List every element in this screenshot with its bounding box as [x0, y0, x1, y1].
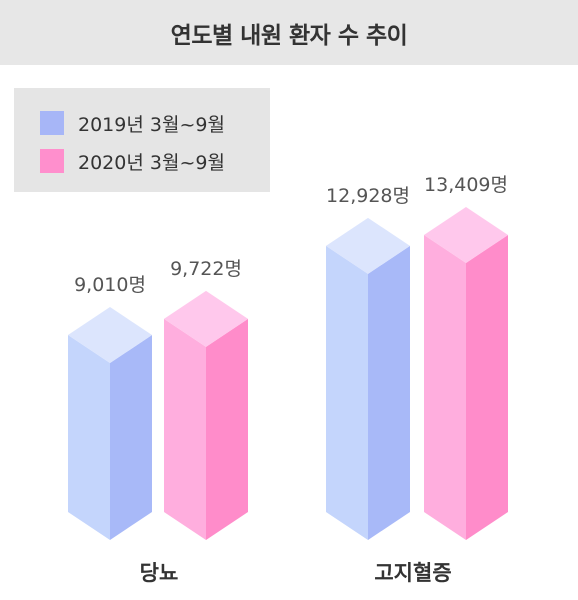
data-label: 9,010명: [74, 274, 146, 296]
bar-2020-1: [424, 206, 508, 540]
legend-item-2019: 2019년 3월~9월: [40, 108, 225, 138]
bar-side-face: [110, 335, 152, 540]
legend-label-2020: 2020년 3월~9월: [78, 151, 225, 174]
bar-side-face: [466, 234, 508, 540]
category-label: 당뇨: [140, 561, 179, 585]
bar-top-face: [326, 217, 410, 274]
legend-swatch-2019: [40, 111, 64, 135]
bar-2019-1: [326, 217, 410, 540]
bar-front-face: [68, 335, 110, 540]
bar-2019-0: [68, 307, 152, 540]
category-labels-group: 당뇨 고지혈증: [140, 561, 452, 585]
value-labels-group: 9,010명 12,928명 9,722명 13,409명: [74, 174, 508, 296]
bar-2020-0: [164, 290, 248, 540]
chart-title-band: 연도별 내원 환자 수 추이: [0, 0, 578, 65]
bar-front-face: [424, 234, 466, 540]
bar-top-face: [424, 206, 508, 263]
bars-group: [68, 206, 508, 540]
bar-side-face: [206, 318, 248, 540]
data-label: 13,409명: [424, 174, 508, 196]
legend: 2019년 3월~9월 2020년 3월~9월: [14, 88, 270, 192]
bar-side-face: [368, 245, 410, 540]
bar-front-face: [326, 245, 368, 540]
data-label: 12,928명: [326, 185, 410, 207]
bar-top-face: [164, 290, 248, 347]
bar-front-face: [164, 318, 206, 540]
chart-title: 연도별 내원 환자 수 추이: [170, 22, 408, 49]
legend-item-2020: 2020년 3월~9월: [40, 146, 225, 176]
data-label: 9,722명: [170, 258, 242, 280]
legend-label-2019: 2019년 3월~9월: [78, 113, 225, 136]
category-label: 고지혈증: [374, 561, 451, 585]
legend-swatch-2020: [40, 149, 64, 173]
bar-top-face: [68, 307, 152, 364]
